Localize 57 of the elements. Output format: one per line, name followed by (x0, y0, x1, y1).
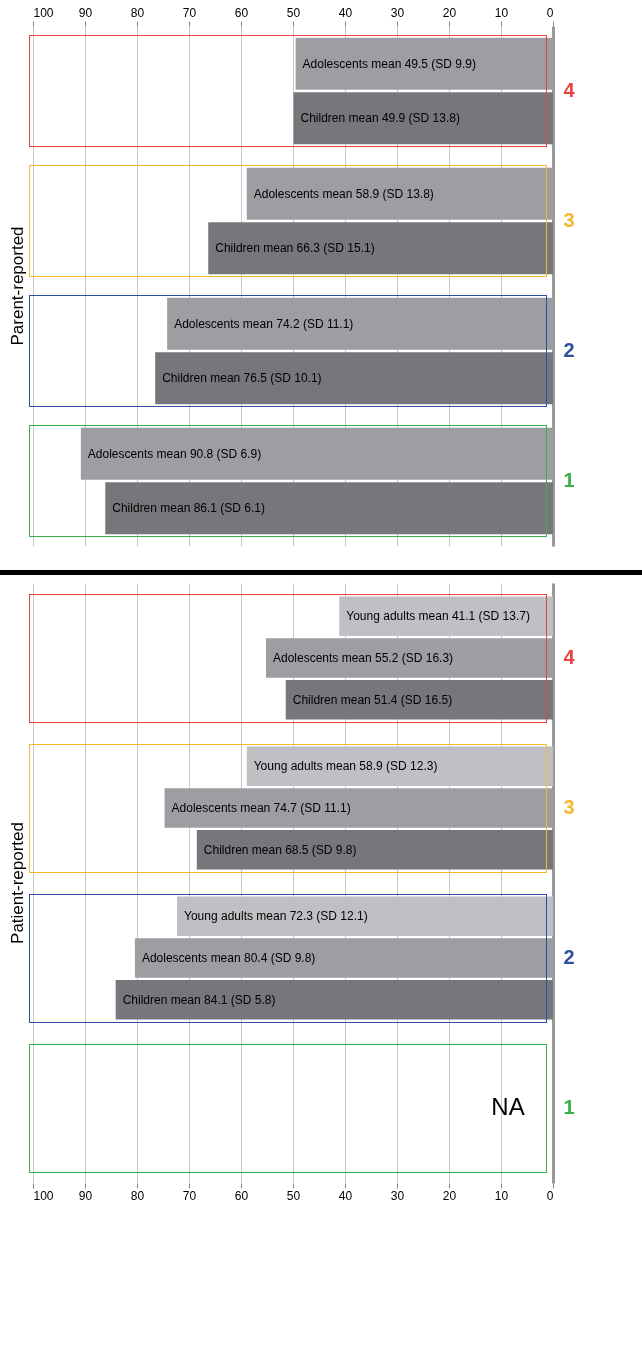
y-tick-label: 2 (563, 339, 575, 361)
x-tick-label: 40 (338, 5, 353, 20)
text: Patient-reported (7, 822, 27, 944)
data-label: Adolescents mean 74.7 (SD 11.1) (171, 801, 351, 815)
data-label: Children mean 49.9 (SD 13.8) (300, 111, 460, 126)
bar (285, 679, 553, 720)
x-tick-label: 80 (130, 5, 145, 20)
bar (105, 482, 553, 535)
y-tick-label: 3 (563, 796, 575, 818)
x-tick-label: 30 (390, 1188, 405, 1203)
x-tick-label: 90 (78, 1188, 93, 1203)
y-tick-label: 3 (563, 209, 575, 231)
y-tick-label: 4 (563, 646, 576, 668)
x-tick-label: 70 (182, 1188, 197, 1203)
x-tick-label: 0 (546, 1188, 554, 1203)
data-label: Children mean 84.1 (SD 5.8) (122, 992, 276, 1007)
data-label: Children mean 86.1 (SD 6.1) (112, 501, 266, 516)
x-tick-label: 90 (78, 5, 93, 20)
text: Parent-reported (7, 226, 27, 346)
annotation: NA (491, 1093, 525, 1120)
data-label: Young adults mean 41.1 (SD 13.7) (346, 609, 530, 624)
data-label: Young adults mean 72.3 (SD 12.1) (184, 909, 368, 924)
x-tick-label: 100 (33, 5, 54, 20)
bar (115, 979, 553, 1020)
x-tick-label: 60 (234, 5, 249, 20)
x-tick-label: 100 (33, 1188, 54, 1203)
data-label: Young adults mean 58.9 (SD 12.3) (253, 759, 438, 774)
x-tick-label: 50 (286, 1188, 301, 1203)
x-tick-label: 50 (286, 5, 301, 20)
x-tick-label: 60 (234, 1188, 249, 1203)
y-tick-label: 1 (563, 469, 575, 491)
y-tick-label: 4 (563, 79, 576, 101)
data-label: Children mean 76.5 (SD 10.1) (162, 371, 322, 386)
bar (293, 92, 553, 145)
data-label: Children mean 68.5 (SD 9.8) (203, 842, 357, 857)
x-tick-label: 0 (546, 5, 554, 20)
data-label: Adolescents mean 55.2 (SD 16.3) (272, 651, 454, 665)
data-label: Children mean 66.3 (SD 15.1) (215, 241, 375, 256)
data-label: Children mean 51.4 (SD 16.5) (292, 692, 453, 707)
data-label: Adolescents mean 58.9 (SD 13.8) (253, 186, 434, 201)
data-label: Adolescents mean 49.5 (SD 9.9) (302, 56, 477, 71)
x-tick-label: 10 (494, 5, 509, 20)
bar (208, 222, 553, 275)
x-tick-label: 80 (130, 1188, 145, 1203)
bar (155, 352, 553, 405)
x-tick-label: 20 (442, 5, 457, 20)
x-tick-label: 20 (442, 1188, 457, 1203)
x-tick-label: 40 (338, 1188, 353, 1203)
data-label: Adolescents mean 90.8 (SD 6.9) (87, 446, 262, 461)
data-label: Adolescents mean 80.4 (SD 9.8) (141, 951, 316, 965)
y-tick-label: 1 (563, 1096, 575, 1118)
x-tick-label: 70 (182, 5, 197, 20)
bar (196, 829, 553, 870)
y-tick-label: 2 (563, 946, 575, 968)
x-tick-label: 10 (494, 1188, 509, 1203)
x-tick-label: 30 (390, 5, 405, 20)
data-label: Adolescents mean 74.2 (SD 11.1) (174, 316, 354, 331)
